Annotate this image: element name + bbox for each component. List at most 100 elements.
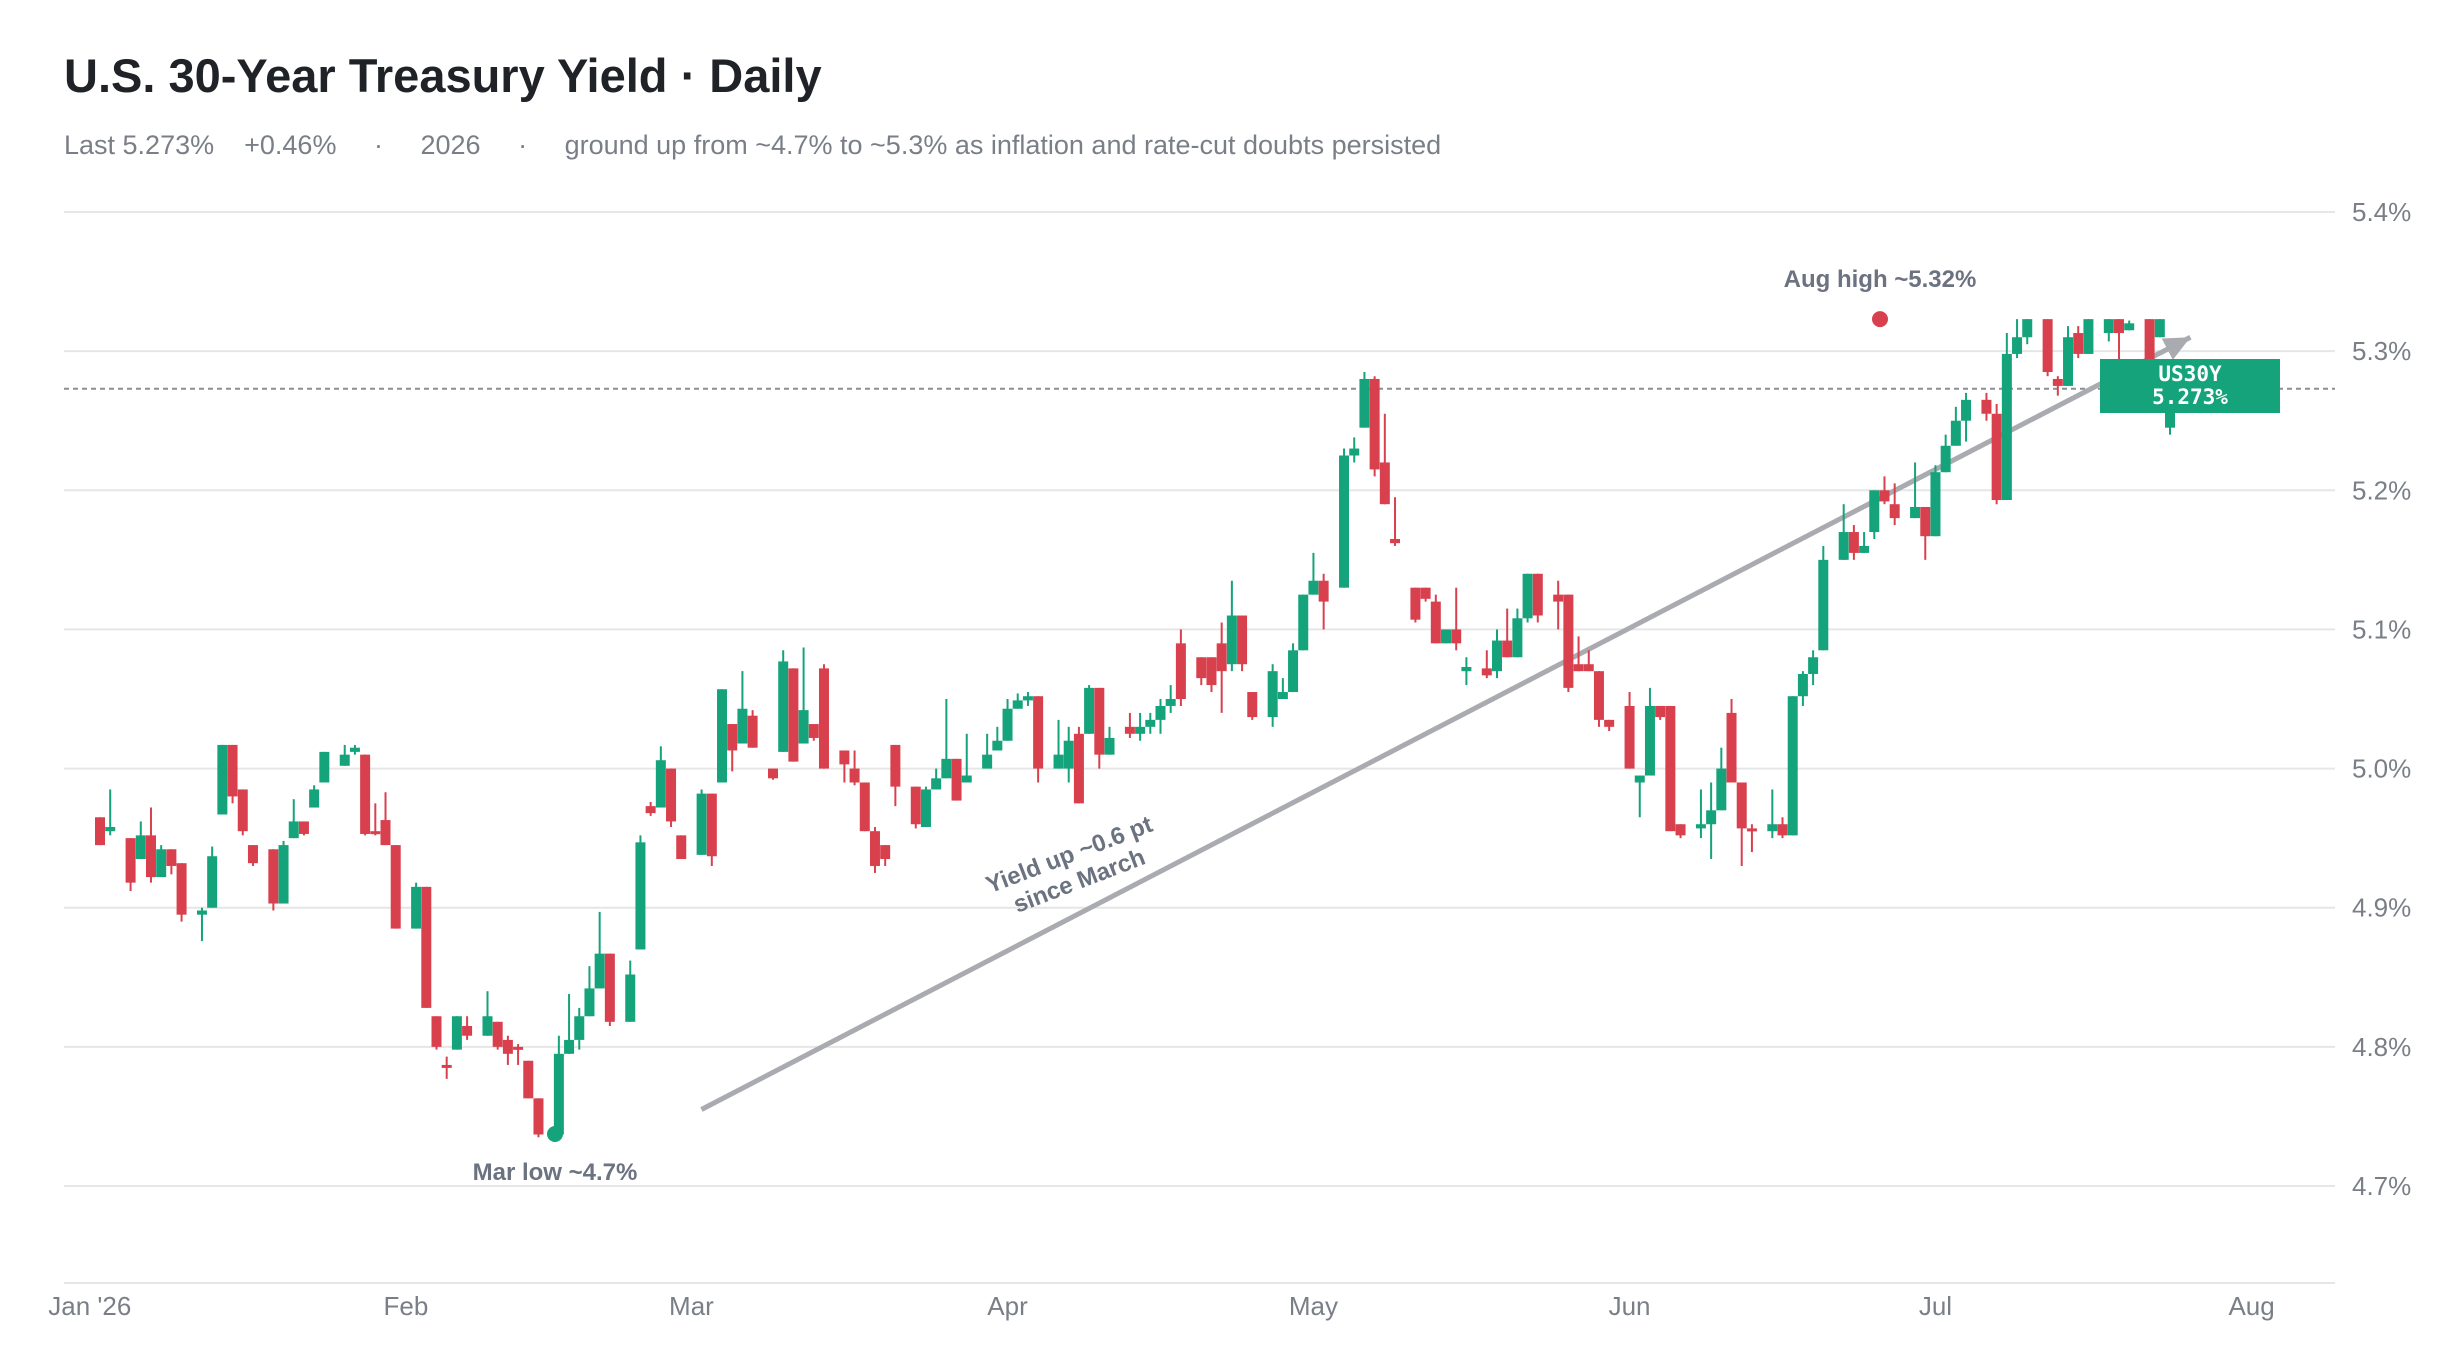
candle-body: [105, 827, 116, 832]
candle-body: [1002, 708, 1013, 741]
candle: [237, 789, 248, 836]
candle-body: [951, 758, 962, 801]
candle: [1451, 587, 1462, 651]
candle: [1491, 629, 1502, 679]
candle-body: [594, 953, 605, 989]
candle: [1379, 413, 1390, 505]
candle: [1298, 594, 1309, 651]
candle: [676, 835, 687, 860]
candle: [2073, 326, 2084, 359]
candle-body: [166, 849, 177, 866]
candle: [1308, 552, 1319, 595]
candle-body: [1961, 399, 1972, 421]
y-tick-label: 4.7%: [2352, 1171, 2411, 1201]
candle-body: [278, 845, 289, 904]
candle-body: [920, 789, 931, 828]
candle: [1522, 573, 1533, 623]
candle: [1288, 643, 1299, 693]
candle: [1349, 437, 1360, 463]
trend-arrow-line: [700, 335, 2192, 1112]
candle: [2083, 319, 2094, 354]
candle-body: [1777, 824, 1788, 836]
candle-body: [604, 953, 615, 1022]
candle-body: [95, 817, 105, 846]
candle: [1583, 650, 1594, 672]
candle: [992, 726, 1003, 751]
candle: [492, 1021, 503, 1050]
candle: [1910, 462, 1921, 519]
x-tick-label: Apr: [987, 1291, 1028, 1321]
candle-body: [2012, 337, 2023, 354]
candle: [747, 710, 758, 748]
candle-body: [869, 831, 880, 866]
candle-body: [818, 668, 829, 769]
candle: [1879, 476, 1890, 505]
candle: [227, 744, 238, 804]
candle-body: [227, 744, 238, 797]
candle-body: [237, 789, 248, 832]
candle-body: [1155, 705, 1166, 720]
candle: [1634, 775, 1645, 818]
candle: [951, 758, 962, 801]
candle: [1767, 789, 1778, 839]
candle-body: [798, 710, 809, 744]
candle: [1461, 657, 1472, 686]
candle-body: [1604, 719, 1615, 727]
candle: [1390, 497, 1401, 546]
candle-body: [1033, 696, 1044, 769]
candle-body: [849, 768, 860, 783]
candle: [1655, 705, 1666, 720]
badge-box: [2100, 359, 2280, 413]
candle: [349, 744, 360, 755]
candle-body: [309, 789, 320, 808]
candle: [1716, 747, 1727, 811]
candle: [859, 782, 870, 832]
candle-body: [1981, 399, 1992, 414]
candle: [390, 845, 401, 929]
candle-body: [1226, 615, 1237, 665]
candle-body: [584, 988, 595, 1017]
candle-body: [349, 747, 360, 752]
candle-body: [1390, 538, 1401, 544]
candle-body: [1359, 378, 1370, 428]
candle: [778, 650, 789, 752]
candle-body: [1135, 726, 1146, 734]
candle: [1695, 789, 1706, 839]
candle: [207, 846, 218, 908]
last-value: Last 5.273%: [64, 130, 215, 160]
candle: [2103, 319, 2114, 342]
low-marker: [547, 1126, 563, 1142]
candle: [1848, 525, 1859, 560]
candle: [818, 664, 829, 769]
candle-body: [1695, 824, 1706, 829]
candle-body: [1277, 692, 1288, 699]
candle: [1859, 532, 1870, 553]
candle: [635, 835, 646, 950]
candle-body: [1746, 828, 1757, 832]
candle: [574, 1007, 585, 1050]
candle: [156, 845, 167, 878]
candle: [1155, 699, 1166, 734]
candle-body: [1767, 824, 1778, 832]
candle: [145, 807, 156, 883]
candle: [931, 768, 942, 790]
candle-body: [513, 1046, 524, 1050]
candle-body: [1308, 580, 1319, 595]
y-tick-label: 5.1%: [2352, 614, 2411, 644]
candle: [309, 785, 320, 808]
candle-body: [339, 754, 350, 766]
y-tick-label: 5.2%: [2352, 475, 2411, 505]
candle: [1726, 699, 1737, 783]
candle: [1532, 573, 1543, 623]
candle: [1094, 687, 1105, 769]
candle: [247, 845, 258, 866]
y-tick-label: 5.4%: [2352, 197, 2411, 227]
candle: [288, 799, 299, 839]
candle-body: [1481, 668, 1492, 676]
chart-subtitle: Last 5.273% +0.46% · 2026 · ground up fr…: [64, 130, 1441, 161]
candle-body: [1073, 733, 1084, 804]
candle: [339, 744, 350, 766]
candle: [1950, 406, 1961, 446]
x-tick-label: Feb: [384, 1291, 429, 1321]
candle-body: [1145, 719, 1156, 727]
